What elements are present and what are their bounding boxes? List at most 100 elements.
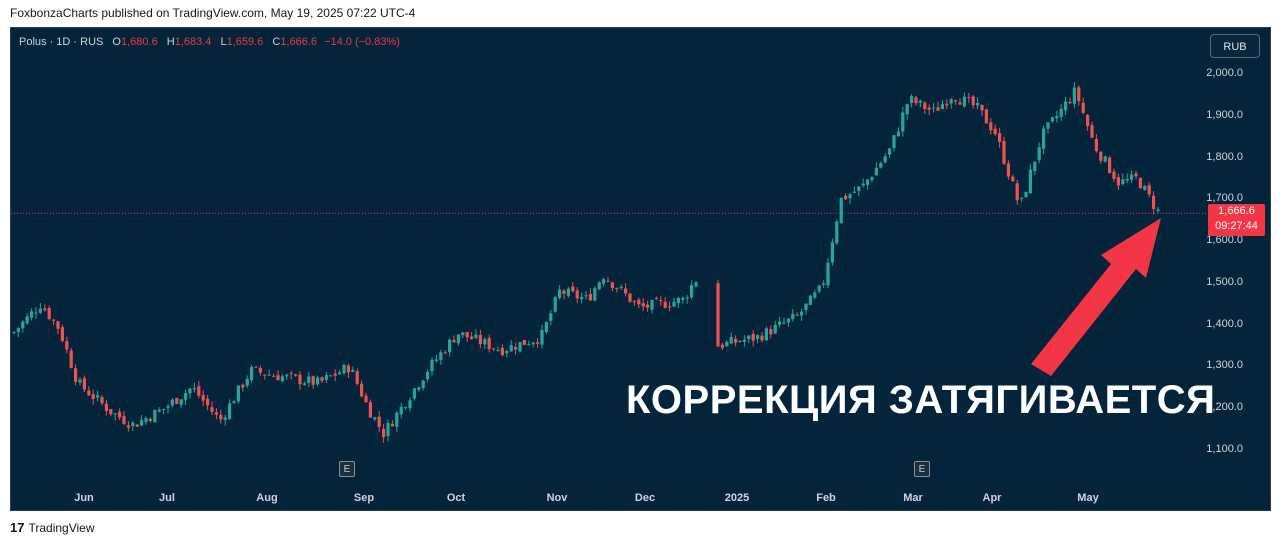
candle-body bbox=[760, 335, 764, 341]
candle-body bbox=[756, 335, 760, 339]
candle-body bbox=[527, 344, 531, 346]
x-tick-label: Nov bbox=[546, 492, 568, 504]
candle-body bbox=[342, 364, 346, 374]
candle-body bbox=[1138, 178, 1142, 189]
candle-body bbox=[241, 384, 245, 388]
candle-body bbox=[861, 183, 865, 186]
candle-body bbox=[971, 96, 975, 106]
candle-body bbox=[813, 292, 817, 298]
candle-body bbox=[505, 350, 509, 354]
candle-body bbox=[175, 398, 179, 404]
candle-body bbox=[1024, 192, 1028, 198]
candle-body bbox=[448, 339, 452, 353]
x-tick-label: Dec bbox=[634, 492, 656, 504]
chart-frame[interactable]: Polus · 1D · RUS O1,680.6 H1,683.4 L1,65… bbox=[10, 27, 1271, 511]
symbol-label[interactable]: Polus · 1D · RUS bbox=[19, 36, 104, 48]
earnings-badge[interactable]: E bbox=[914, 461, 930, 477]
candle-body bbox=[289, 372, 293, 374]
candle-body bbox=[426, 371, 430, 380]
annotation-text: КОРРЕКЦИЯ ЗАТЯГИВАЕТСЯ bbox=[626, 378, 1216, 422]
candle-body bbox=[184, 392, 188, 400]
y-tick-label: 1,900.0 bbox=[1206, 108, 1243, 121]
candle-body bbox=[113, 413, 117, 415]
candle-body bbox=[610, 282, 614, 289]
candle-body bbox=[52, 319, 56, 321]
candle-body bbox=[716, 283, 720, 347]
candle-body bbox=[650, 300, 654, 310]
candle-body bbox=[74, 368, 78, 382]
candle-body bbox=[320, 377, 324, 381]
candle-body bbox=[126, 425, 130, 428]
currency-button[interactable]: RUB bbox=[1210, 34, 1260, 58]
candle-body bbox=[364, 395, 368, 403]
candle-body bbox=[434, 359, 438, 361]
candle-body bbox=[333, 373, 337, 376]
candle-body bbox=[993, 128, 997, 135]
candle-body bbox=[421, 380, 425, 388]
candle-body bbox=[734, 338, 738, 343]
candle-body bbox=[566, 288, 570, 296]
candle-body bbox=[236, 385, 240, 402]
candle-body bbox=[808, 295, 812, 305]
candle-body bbox=[1050, 117, 1054, 122]
candle-body bbox=[1134, 173, 1138, 177]
candle-body bbox=[294, 374, 298, 376]
y-tick-label: 2,000.0 bbox=[1206, 67, 1243, 79]
candle-body bbox=[725, 341, 729, 347]
candle-body bbox=[197, 386, 201, 396]
candle-body bbox=[179, 399, 183, 405]
annotation-arrow bbox=[1031, 218, 1161, 376]
candle-body bbox=[38, 308, 42, 313]
candle-body bbox=[549, 313, 553, 321]
candle-body bbox=[162, 408, 166, 410]
candle-body bbox=[962, 96, 966, 107]
candle-body bbox=[465, 332, 469, 338]
candle-body bbox=[1156, 209, 1160, 211]
candle-body bbox=[25, 316, 29, 324]
candle-body bbox=[496, 349, 500, 351]
open-label: O bbox=[112, 36, 121, 48]
candle-body bbox=[769, 329, 773, 335]
candle-body bbox=[1147, 185, 1151, 195]
candle-body bbox=[1042, 128, 1046, 149]
candle-body bbox=[580, 297, 584, 300]
candle-body bbox=[654, 298, 658, 300]
candle-body bbox=[170, 399, 174, 406]
change-value: −14.0 (−0.83%) bbox=[324, 36, 400, 48]
candle-body bbox=[738, 340, 742, 342]
candle-body bbox=[835, 221, 839, 244]
candle-body bbox=[351, 369, 355, 372]
candle-body bbox=[250, 366, 254, 381]
candle-body bbox=[100, 397, 104, 404]
candle-body bbox=[597, 282, 601, 290]
candle-body bbox=[958, 102, 962, 105]
candle-body bbox=[980, 104, 984, 111]
candle-body bbox=[949, 99, 953, 104]
y-tick-label: 1,300.0 bbox=[1206, 359, 1243, 372]
x-tick-label: 2025 bbox=[724, 492, 750, 504]
candle-body bbox=[192, 388, 196, 390]
candle-body bbox=[78, 379, 82, 383]
candle-body bbox=[443, 352, 447, 354]
candle-body bbox=[646, 304, 650, 308]
candle-body bbox=[848, 194, 852, 199]
candle-body bbox=[12, 332, 16, 334]
candle-body bbox=[302, 383, 306, 385]
candle-body bbox=[822, 283, 826, 285]
open-value: 1,680.6 bbox=[120, 36, 158, 48]
tradingview-logo-icon[interactable]: 17 bbox=[10, 520, 25, 535]
candle-body bbox=[470, 336, 474, 340]
candle-body bbox=[1011, 176, 1015, 182]
candle-body bbox=[219, 414, 223, 420]
candle-body bbox=[69, 350, 73, 368]
publish-header: FoxbonzaCharts published on TradingView.… bbox=[10, 6, 416, 20]
y-tick-label: 1,200.0 bbox=[1206, 401, 1243, 414]
candle-body bbox=[245, 378, 249, 386]
earnings-badge[interactable]: E bbox=[339, 461, 355, 477]
candle-body bbox=[874, 167, 878, 176]
candle-body bbox=[1046, 122, 1050, 129]
candle-body bbox=[676, 297, 680, 304]
price-chart[interactable] bbox=[11, 28, 1271, 511]
candle-body bbox=[1037, 147, 1041, 161]
candle-body bbox=[487, 337, 491, 350]
